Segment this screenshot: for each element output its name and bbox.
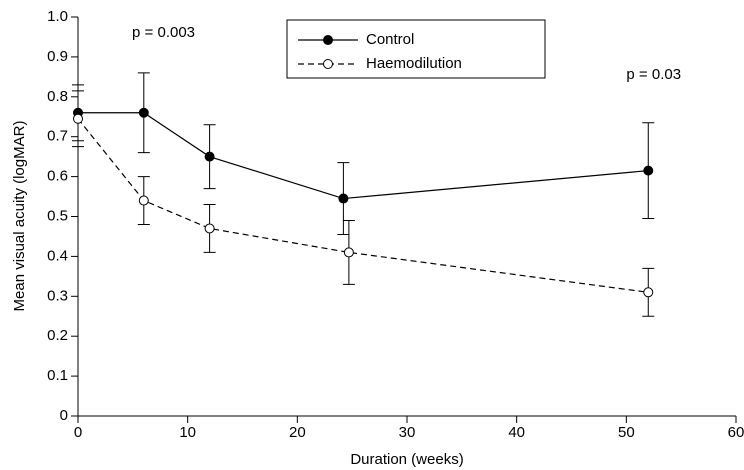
- y-axis-label: Mean visual acuity (logMAR): [11, 121, 28, 312]
- annotation: p = 0.003: [132, 24, 195, 41]
- x-tick-label: 0: [74, 424, 82, 441]
- y-tick-label: 1.0: [47, 8, 68, 25]
- y-tick-label: 0: [60, 407, 68, 424]
- data-point: [138, 107, 149, 118]
- data-point: [643, 287, 654, 298]
- series-line: [77, 118, 649, 293]
- y-tick-label: 0.4: [47, 247, 68, 264]
- x-tick-label: 40: [508, 424, 525, 441]
- y-tick-label: 0.1: [47, 367, 68, 384]
- data-point: [643, 165, 654, 176]
- legend-label: Control: [366, 31, 414, 48]
- legend-label: Haemodilution: [366, 55, 462, 72]
- y-tick-label: 0.3: [47, 287, 68, 304]
- y-tick-label: 0.2: [47, 327, 68, 344]
- y-tick-label: 0.5: [47, 207, 68, 224]
- data-point: [204, 223, 215, 234]
- y-tick-label: 0.7: [47, 128, 68, 145]
- data-point: [338, 193, 349, 204]
- legend-box: [286, 19, 546, 79]
- series-line: [78, 112, 649, 200]
- x-tick-label: 60: [728, 424, 744, 441]
- data-point: [138, 195, 149, 206]
- legend-marker: [323, 35, 333, 45]
- data-point: [73, 113, 83, 124]
- x-tick-label: 50: [618, 424, 635, 441]
- annotation: p = 0.03: [626, 66, 681, 83]
- data-point: [204, 151, 215, 162]
- x-axis-label: Duration (weeks): [350, 451, 463, 468]
- x-tick-label: 30: [399, 424, 416, 441]
- y-tick-label: 0.6: [47, 168, 68, 185]
- legend-marker: [323, 59, 333, 69]
- x-tick-label: 20: [289, 424, 306, 441]
- x-tick-label: 10: [179, 424, 196, 441]
- y-tick-label: 0.8: [47, 88, 68, 105]
- y-tick-label: 0.9: [47, 48, 68, 65]
- data-point: [343, 247, 354, 258]
